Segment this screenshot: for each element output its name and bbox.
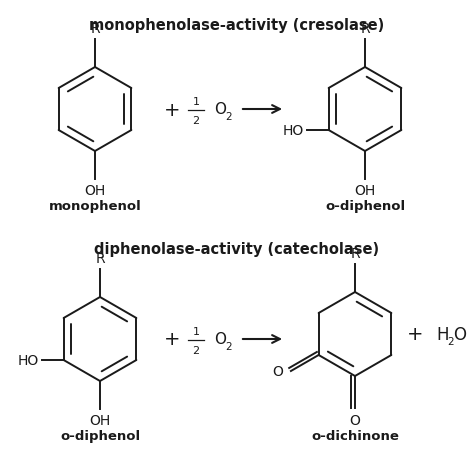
Text: diphenolase-activity (catecholase): diphenolase-activity (catecholase) (94, 241, 380, 257)
Text: R: R (90, 22, 100, 36)
Text: +: + (407, 325, 423, 344)
Text: 2: 2 (192, 116, 200, 126)
Text: 2: 2 (225, 112, 232, 122)
Text: 2: 2 (192, 345, 200, 355)
Text: 2: 2 (225, 341, 232, 351)
Text: R: R (360, 22, 370, 36)
Text: OH: OH (355, 184, 375, 197)
Text: R: R (350, 246, 360, 260)
Text: HO: HO (283, 124, 304, 138)
Text: O: O (349, 413, 360, 427)
Text: o-diphenol: o-diphenol (325, 200, 405, 213)
Text: OH: OH (90, 413, 110, 427)
Text: 1: 1 (192, 97, 200, 107)
Text: O: O (214, 332, 226, 347)
Text: 2: 2 (447, 336, 454, 346)
Text: O: O (214, 102, 226, 117)
Text: +: + (164, 100, 180, 119)
Text: HO: HO (18, 353, 38, 367)
Text: o-dichinone: o-dichinone (311, 429, 399, 442)
Text: 1: 1 (192, 326, 200, 336)
Text: monophenol: monophenol (49, 200, 141, 213)
Text: +: + (164, 330, 180, 349)
Text: R: R (95, 252, 105, 265)
Text: monophenolase-activity (cresolase): monophenolase-activity (cresolase) (90, 18, 384, 33)
Text: H: H (436, 325, 448, 343)
Text: O: O (272, 364, 283, 378)
Text: OH: OH (84, 184, 106, 197)
Text: O: O (453, 325, 466, 343)
Text: o-diphenol: o-diphenol (60, 429, 140, 442)
